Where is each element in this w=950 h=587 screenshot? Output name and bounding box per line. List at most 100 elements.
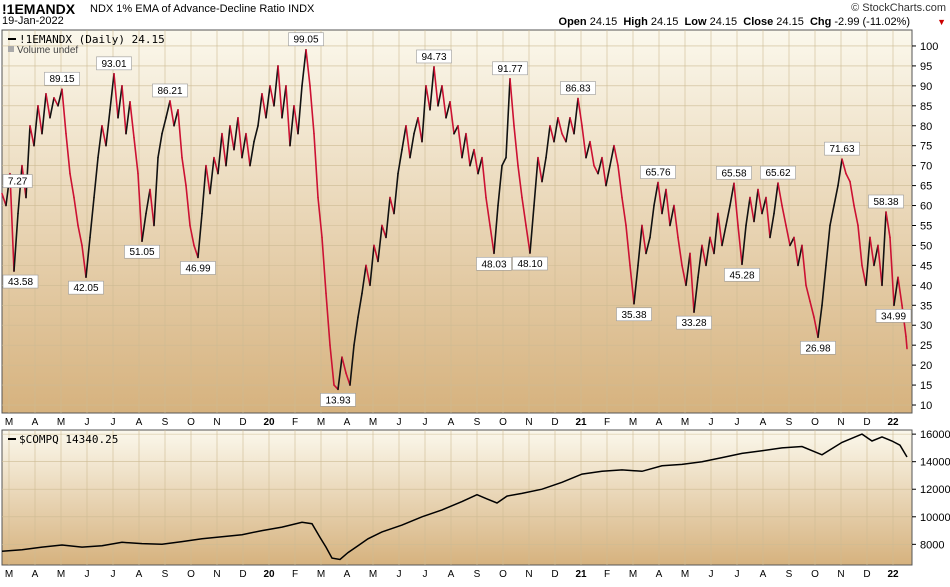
month-label: F: [292, 569, 298, 580]
series-segment: [705, 236, 711, 267]
y-tick-label: 90: [920, 81, 932, 93]
series-segment: [241, 132, 247, 159]
series-segment: [193, 244, 199, 259]
series-segment: [361, 264, 367, 295]
series-segment: [329, 344, 335, 386]
series-segment: [209, 156, 215, 195]
series-segment: [569, 116, 575, 135]
series-segment: [733, 182, 739, 227]
low-label: Low: [684, 16, 707, 28]
peak-label-box: [616, 307, 652, 322]
y-tick-label: 85: [920, 101, 932, 113]
series-segment: [469, 148, 475, 167]
peak-label: 7.27: [8, 177, 28, 188]
peak-label-box: [560, 81, 596, 95]
series-segment: [173, 108, 179, 127]
month-label: F: [292, 417, 298, 428]
series-segment: [445, 101, 451, 119]
series-segment: [773, 182, 779, 215]
series-segment: [281, 85, 287, 119]
series-segment: [573, 97, 579, 135]
month-label: A: [448, 569, 455, 580]
series-segment: [257, 93, 263, 127]
series-segment: [893, 276, 899, 307]
y-tick-label: 10: [920, 400, 932, 412]
series-segment: [557, 116, 563, 135]
series-segment: [497, 164, 503, 207]
series-segment: [457, 124, 463, 159]
series-segment: [749, 196, 755, 223]
series-segment: [213, 156, 219, 175]
series-segment: [285, 85, 291, 147]
series-segment: [633, 264, 639, 305]
peak-label-box: [152, 83, 188, 98]
compq-line: [1, 433, 908, 561]
month-label: D: [863, 417, 870, 428]
series-segment: [349, 344, 355, 386]
series-segment: [409, 132, 415, 159]
series-segment: [261, 93, 267, 119]
chart-date: 19-Jan-2022: [2, 15, 64, 27]
month-label: J: [111, 417, 116, 428]
series-segment: [801, 244, 807, 287]
description-text: NDX 1% EMA of Advance-Decline Ratio: [90, 3, 286, 15]
peak-label: 51.05: [129, 247, 154, 258]
series-segment: [505, 77, 511, 159]
series-segment: [245, 132, 251, 167]
month-label: J: [735, 569, 740, 580]
series-segment: [857, 224, 863, 267]
series-segment: [253, 124, 259, 143]
y-tick-label: 70: [920, 161, 932, 173]
volume-swatch: [8, 46, 14, 52]
series-segment: [325, 292, 331, 346]
month-label: O: [499, 417, 507, 428]
series-segment: [873, 244, 879, 267]
series-segment: [717, 212, 723, 247]
month-label: 21: [575, 569, 587, 580]
series-segment: [277, 65, 283, 119]
series-segment: [645, 236, 651, 255]
peak-label-box: [180, 261, 216, 275]
series-segment: [189, 224, 195, 247]
month-label: D: [239, 417, 246, 428]
series-segment: [89, 196, 95, 239]
series-segment: [249, 140, 255, 167]
open-label: Open: [558, 16, 587, 28]
series-segment: [337, 356, 343, 391]
series-segment: [401, 124, 407, 151]
series-segment: [133, 136, 139, 175]
series-segment: [581, 124, 587, 159]
series-segment: [761, 196, 767, 215]
month-label: 22: [887, 569, 899, 580]
month-label: S: [162, 417, 169, 428]
month-label: O: [187, 569, 195, 580]
peak-label-box: [492, 61, 528, 76]
series-segment: [101, 124, 107, 147]
series-segment: [537, 156, 543, 183]
month-label: M: [57, 569, 65, 580]
series-segment: [365, 264, 371, 287]
series-segment: [293, 105, 299, 135]
month-label: M: [57, 417, 65, 428]
peak-label-box: [124, 244, 160, 259]
series-segment: [417, 116, 423, 143]
series-segment: [205, 164, 211, 195]
series-segment: [833, 184, 839, 207]
series-segment: [841, 158, 847, 175]
series-segment: [121, 85, 127, 135]
series-segment: [313, 132, 319, 199]
y-tick-label: 65: [920, 181, 932, 193]
month-label: M: [681, 569, 689, 580]
y-tick-label: 15: [920, 380, 932, 392]
series-segment: [369, 244, 375, 287]
month-label: N: [525, 569, 532, 580]
series-segment: [185, 184, 191, 227]
series-segment: [465, 132, 471, 167]
peak-label: 94.73: [421, 52, 446, 63]
month-label: J: [397, 417, 402, 428]
series-segment: [793, 236, 799, 267]
series-segment: [9, 172, 15, 272]
series-segment: [765, 196, 771, 239]
series-segment: [729, 182, 735, 207]
series-segment: [865, 236, 871, 287]
